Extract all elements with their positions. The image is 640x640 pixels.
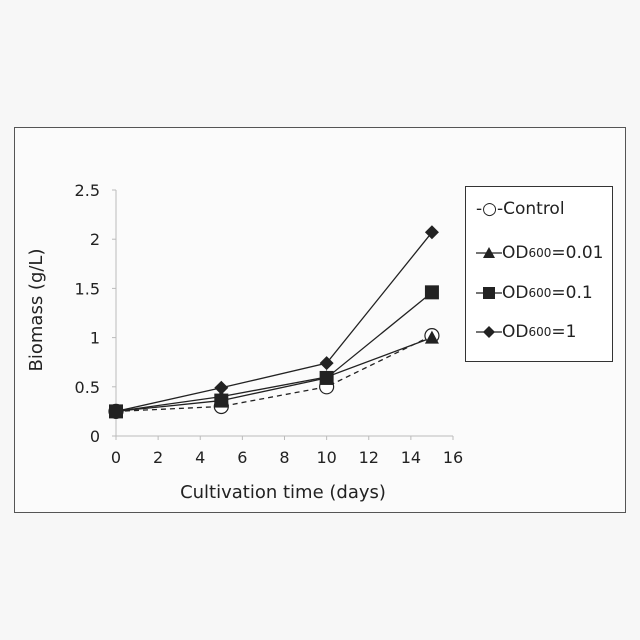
y-tick-label: 2 [90, 230, 100, 249]
legend-item-control: -○- Control [476, 198, 565, 220]
y-tick-label: 0.5 [75, 378, 100, 397]
data-point-square [320, 371, 334, 385]
data-point-diamond [320, 356, 334, 370]
series-line-0 [116, 336, 432, 412]
legend-od1-sub: 600 [528, 325, 551, 339]
y-tick-label: 1 [90, 329, 100, 348]
x-tick-label: 4 [195, 448, 205, 467]
y-tick-label: 2.5 [75, 181, 100, 200]
x-tick-label: 6 [237, 448, 247, 467]
legend-od01-base: OD [502, 283, 528, 303]
chart-axes: 0 2 4 6 8 10 12 14 16 0 0.5 1 1.5 2 2.5 [75, 181, 464, 467]
data-point-diamond [214, 381, 228, 395]
x-tick-label: 8 [279, 448, 289, 467]
legend-od1-value: =1 [551, 322, 576, 342]
y-tick-label: 0 [90, 427, 100, 446]
legend-od001-base: OD [502, 243, 528, 263]
legend-od01-sub: 600 [528, 286, 551, 300]
y-axis-title: Biomass (g/L) [26, 249, 47, 372]
legend: -○- Control OD600=0.01 OD600=0.1 OD600=1 [465, 186, 613, 362]
legend-item-od001: OD600=0.01 [476, 242, 604, 264]
legend-control-marker: -○- [476, 199, 503, 219]
x-tick-label: 12 [359, 448, 379, 467]
legend-od001-value: =0.01 [551, 243, 603, 263]
x-tick-label: 2 [153, 448, 163, 467]
series-line-3 [116, 232, 432, 411]
x-tick-label: 16 [443, 448, 463, 467]
data-point-diamond [425, 225, 439, 239]
square-marker-icon [476, 286, 502, 300]
legend-control-label: Control [503, 199, 564, 219]
x-tick-label: 14 [401, 448, 421, 467]
legend-od001-sub: 600 [528, 246, 551, 260]
x-axis-title: Cultivation time (days) [180, 482, 386, 503]
data-point-square [214, 394, 228, 408]
series-line-2 [116, 292, 432, 411]
data-point-square [425, 285, 439, 299]
legend-item-od1: OD600=1 [476, 321, 576, 343]
x-tick-label: 0 [111, 448, 121, 467]
x-tick-label: 10 [316, 448, 336, 467]
legend-od1-base: OD [502, 322, 528, 342]
y-tick-label: 1.5 [75, 279, 100, 298]
chart-series [109, 225, 439, 418]
legend-od01-value: =0.1 [551, 283, 592, 303]
triangle-marker-icon [476, 246, 502, 260]
legend-item-od01: OD600=0.1 [476, 282, 593, 304]
diamond-marker-icon [476, 325, 502, 339]
